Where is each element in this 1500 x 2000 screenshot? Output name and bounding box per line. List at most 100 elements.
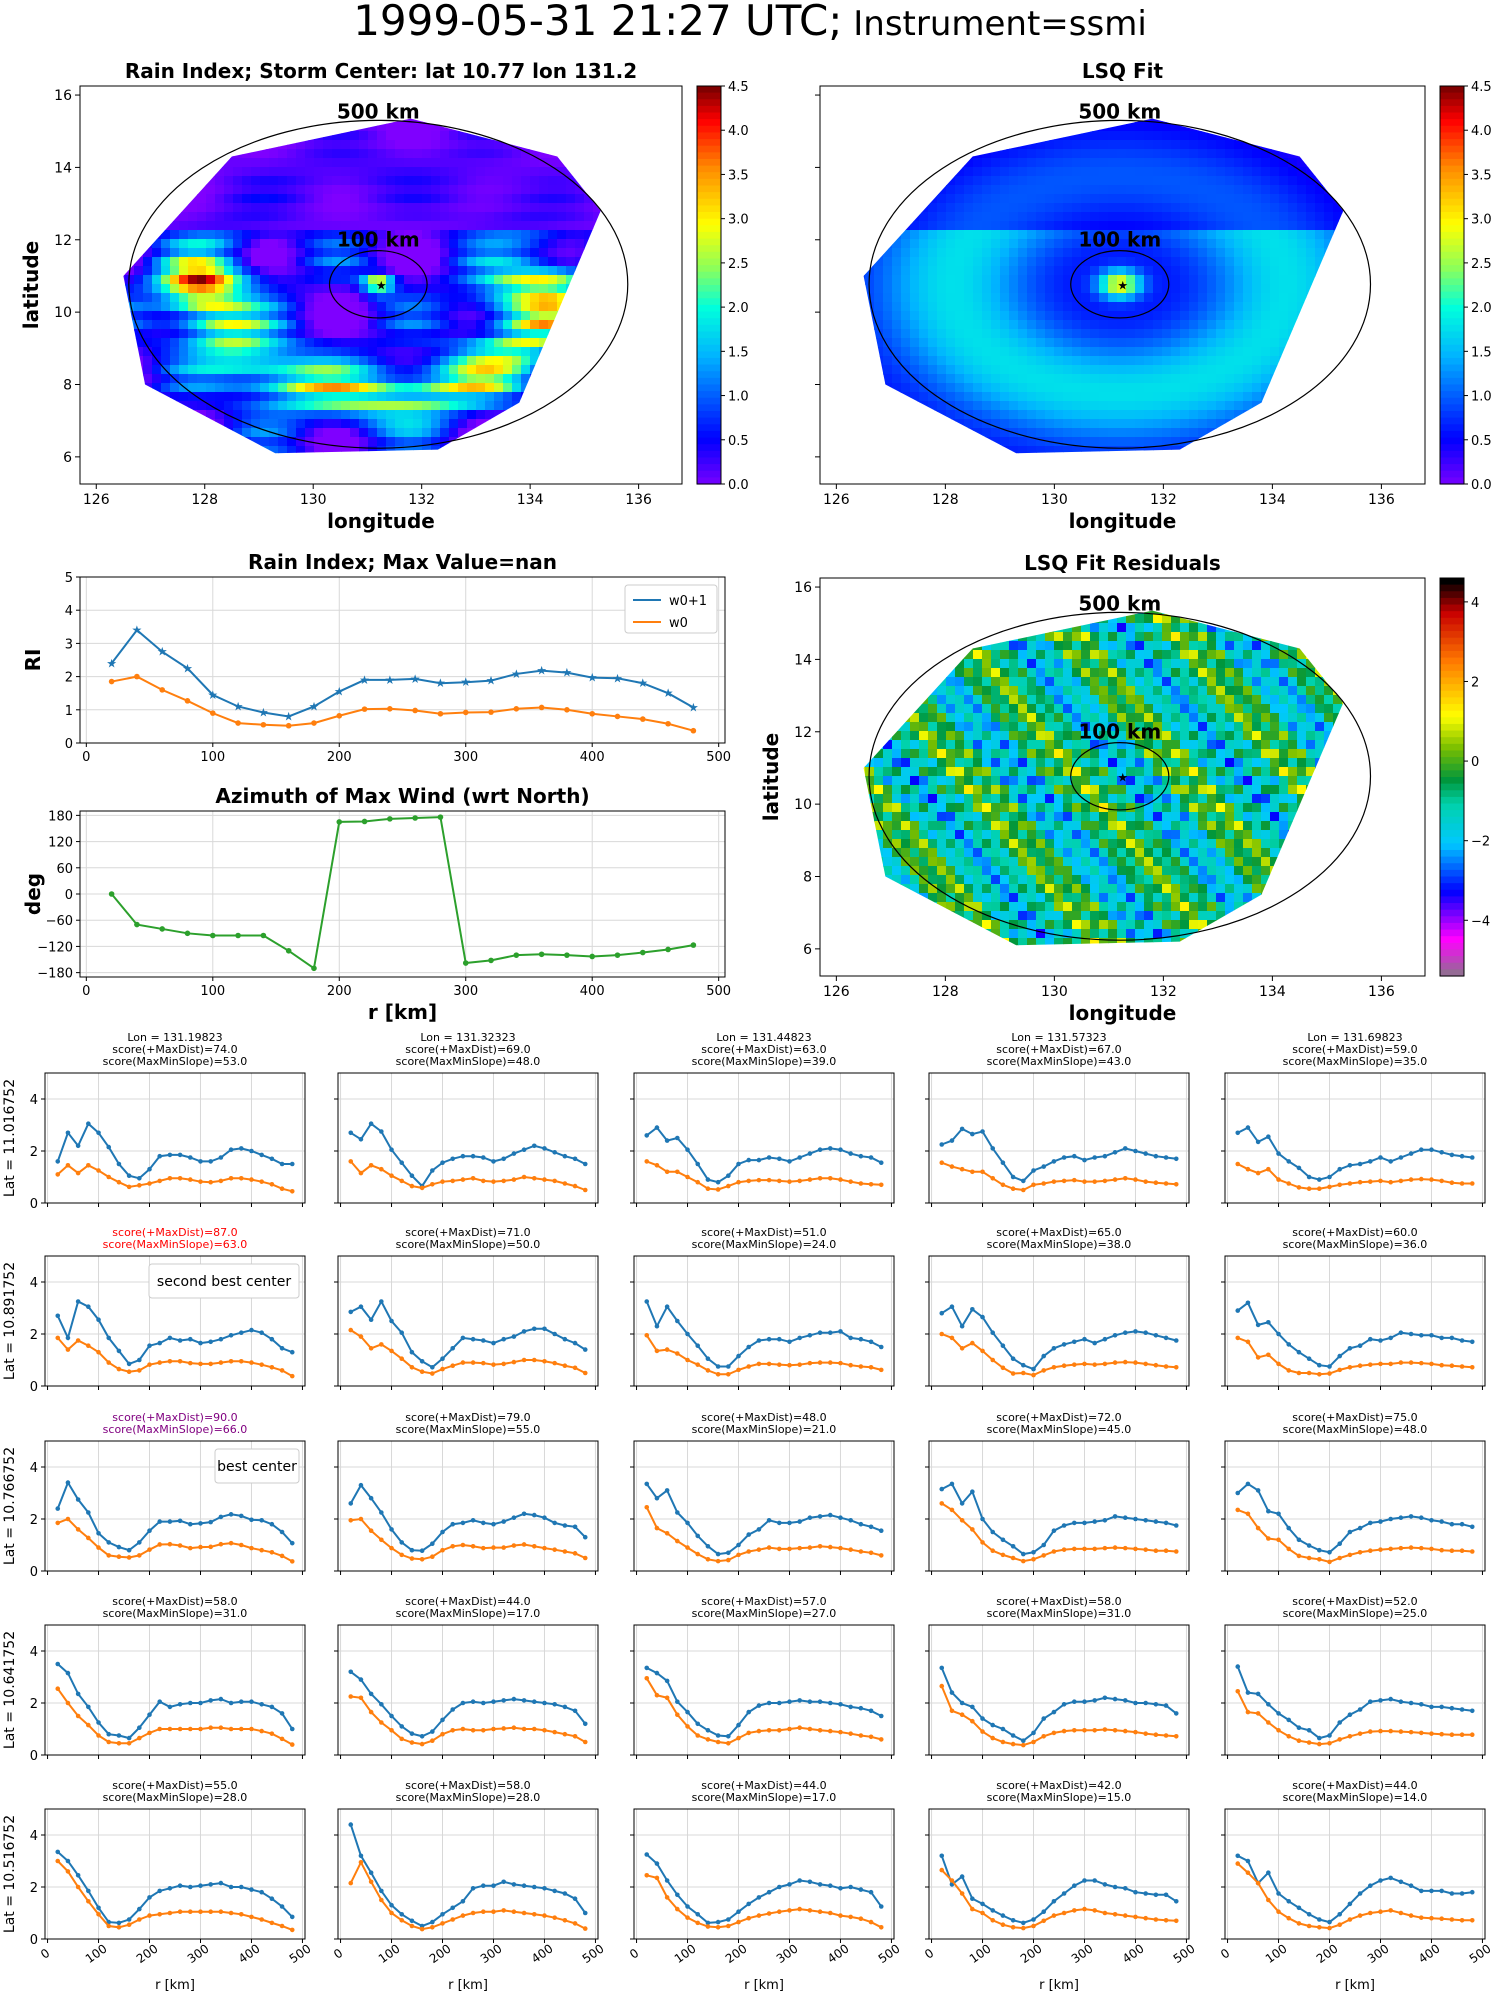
map-pixel: [323, 437, 333, 447]
map-pixel: [224, 338, 234, 348]
map-pixel: [656, 401, 666, 411]
map-pixel: [386, 203, 396, 213]
map-pixel: [512, 383, 522, 393]
map-pixel: [1378, 203, 1388, 213]
map-pixel: [98, 338, 108, 348]
map-pixel: [233, 203, 243, 213]
map-pixel: [647, 239, 657, 249]
map-pixel: [395, 86, 405, 96]
map-pixel: [1126, 122, 1136, 132]
map-pixel: [656, 419, 666, 429]
map-pixel: [1288, 257, 1298, 267]
map-pixel: [955, 149, 965, 159]
map-pixel: [973, 275, 983, 285]
map-pixel: [1252, 149, 1262, 159]
map-pixel: [386, 248, 396, 258]
map-pixel: [1297, 239, 1307, 249]
map-pixel: [838, 104, 848, 114]
map-pixel: [98, 275, 108, 285]
map-pixel: [449, 464, 459, 474]
map-pixel: [566, 239, 576, 249]
map-pixel: [1297, 149, 1307, 159]
map-pixel: [1333, 239, 1343, 249]
map-pixel: [883, 203, 893, 213]
map-pixel: [332, 437, 342, 447]
map-pixel: [584, 248, 594, 258]
map-pixel: [1135, 176, 1145, 186]
map-pixel: [458, 257, 468, 267]
map-pixel: [224, 86, 234, 96]
map-pixel: [521, 185, 531, 195]
map-pixel: [287, 248, 297, 258]
map-pixel: [134, 410, 144, 420]
map-pixel: [1225, 167, 1235, 177]
map-pixel: [458, 464, 468, 474]
y-tick-label: 14: [54, 160, 72, 176]
map-pixel: [368, 248, 378, 258]
map-pixel: [1405, 311, 1415, 321]
map-pixel: [620, 473, 630, 483]
map-pixel: [422, 194, 432, 204]
map-pixel: [242, 374, 252, 384]
map-pixel: [1063, 221, 1073, 231]
map-pixel: [98, 473, 108, 483]
map-pixel: [638, 239, 648, 249]
map-pixel: [548, 311, 558, 321]
map-pixel: [323, 104, 333, 114]
map-pixel: [1000, 104, 1010, 114]
map-pixel: [1396, 239, 1406, 249]
map-pixel: [1135, 140, 1145, 150]
map-pixel: [1270, 248, 1280, 258]
map-pixel: [620, 86, 630, 96]
map-pixel: [296, 347, 306, 357]
map-pixel: [602, 176, 612, 186]
map-pixel: [476, 338, 486, 348]
map-pixel: [1243, 203, 1253, 213]
map-pixel: [512, 86, 522, 96]
map-pixel: [440, 401, 450, 411]
map-pixel: [1234, 212, 1244, 222]
map-pixel: [269, 284, 279, 294]
map-pixel: [1090, 302, 1100, 312]
map-pixel: [593, 203, 601, 213]
map-pixel: [89, 275, 99, 285]
map-pixel: [161, 95, 171, 105]
map-pixel: [1360, 86, 1370, 96]
map-pixel: [350, 122, 360, 132]
map-pixel: [386, 284, 396, 294]
map-pixel: [955, 95, 965, 105]
map-pixel: [224, 118, 234, 123]
map-pixel: [323, 383, 333, 393]
map-pixel: [946, 221, 956, 231]
map-pixel: [1270, 86, 1280, 96]
map-pixel: [269, 104, 279, 114]
map-pixel: [1225, 257, 1235, 267]
map-pixel: [242, 257, 252, 267]
map-pixel: [242, 185, 252, 195]
map-pixel: [1279, 194, 1289, 204]
map-pixel: [89, 167, 99, 177]
map-pixel: [123, 356, 126, 366]
map-pixel: [1171, 86, 1181, 96]
map-pixel: [829, 239, 839, 249]
map-pixel: [1279, 149, 1289, 159]
map-pixel: [1072, 257, 1082, 267]
map-pixel: [143, 131, 153, 141]
map-pixel: [1351, 113, 1361, 123]
y-tick-label: 12: [54, 233, 72, 249]
map-pixel: [1189, 230, 1199, 240]
map-pixel: [1135, 194, 1145, 204]
colorbar-segment: [697, 437, 721, 445]
map-pixel: [341, 482, 351, 492]
map-pixel: [125, 329, 135, 339]
map-pixel: [206, 464, 216, 474]
map-pixel: [1117, 149, 1127, 159]
map-pixel: [305, 212, 315, 222]
map-pixel: [946, 248, 956, 258]
map-pixel: [296, 446, 306, 454]
map-pixel: [620, 113, 630, 123]
map-pixel: [521, 392, 531, 402]
map-pixel: [242, 437, 252, 447]
map-pixel: [1036, 311, 1046, 321]
map-pixel: [215, 221, 225, 231]
